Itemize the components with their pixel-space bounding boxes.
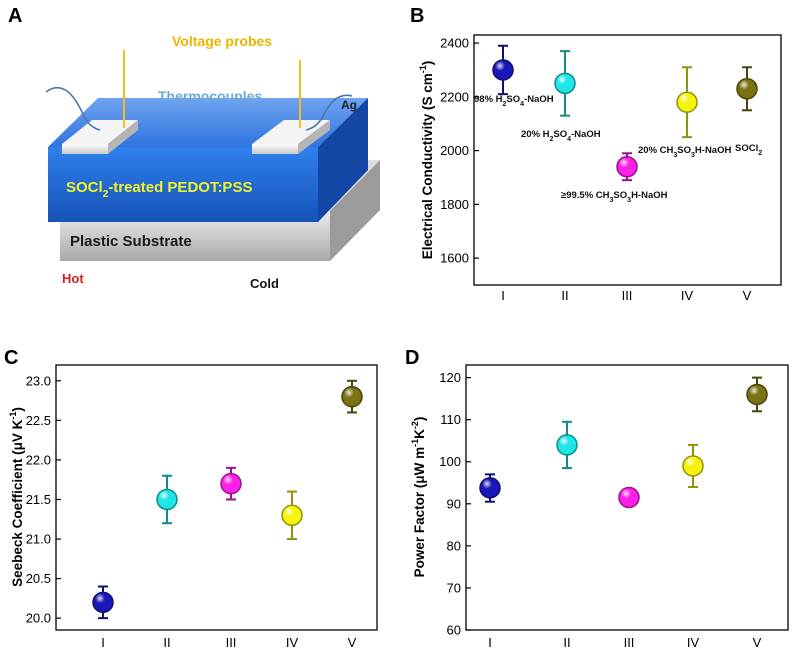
chart-b-point-shine [493,59,513,80]
chart-b-xtick-label: I [501,288,505,303]
thermocouples-label: Thermocouples [158,88,262,104]
chart-b-conductivity: B Electrical Conductivity (S cm-1) 1600 1… [410,5,782,303]
ag-electrode-left-side [108,120,138,154]
chart-b-ytick-label: 2200 [440,89,469,104]
chart-c-ytick-label: 21.5 [26,492,51,507]
film-label: SOCl2-treated PEDOT:PSS [66,179,252,200]
chart-c-point-shine [157,489,177,510]
chart-c-point-shine [282,505,302,526]
chart-b-annotation: ≥99.5% CH3SO3H-NaOH [561,190,668,204]
chart-c-xtick-label: IV [286,635,299,650]
chart-b-ytick-label: 2400 [440,36,469,51]
pedot-front [48,147,318,222]
chart-d-ytick-label: 60 [447,623,461,638]
chart-d-xtick-label: I [488,635,492,650]
chart-d-ytick-label: 90 [447,496,461,511]
chart-c-xtick-label: I [101,635,105,650]
chart-c-ytick-label: 21.0 [26,532,51,547]
thermocouple-wire-right [305,94,353,131]
chart-b-annotation: 20% CH3SO3H-NaOH [638,145,731,159]
chart-d-ytick-label: 70 [447,580,461,595]
chart-c-point-shine [221,473,241,494]
chart-d-xtick-label: V [753,635,762,650]
panel-label-a: A [8,5,22,27]
ag-electrode-left-front [62,144,108,154]
chart-b-xtick-label: III [622,288,633,303]
chart-c-seebeck: C Seebeck Coefficient (μV K-1) 20.0 20.5 2… [4,347,378,650]
chart-c-ytick-label: 20.0 [26,611,51,626]
chart-d-ytick-label: 120 [439,370,461,385]
chart-d-point-shine [557,434,577,455]
chart-c-ytick-label: 22.5 [26,413,51,428]
chart-b-annotation: 98% H2SO4-NaOH [474,94,554,108]
ag-electrode-right-top [252,120,330,144]
chart-b-ytick-label: 1600 [440,251,469,266]
chart-d-frame [465,364,789,631]
hot-label: Hot [62,271,84,286]
chart-c-xtick-label: V [348,635,357,650]
chart-c-frame [55,364,378,631]
chart-b-ytick-label: 2000 [440,143,469,158]
chart-b-point-shine [617,156,637,177]
chart-b-xtick-label: II [561,288,568,303]
chart-d-point-shine [747,384,767,405]
chart-b-annotation: 20% H2SO4-NaOH [521,129,601,143]
chart-c-xtick-label: II [163,635,170,650]
chart-d-ytick-label: 110 [440,412,461,427]
chart-b-xtick-label: IV [681,288,694,303]
pedot-side [318,98,368,222]
chart-b-ytick-label: 1800 [440,197,469,212]
chart-c-xtick-label: III [226,635,237,650]
chart-c-ytick-label: 23.0 [26,373,51,388]
chart-c-point-shine [342,386,362,407]
cold-label: Cold [250,276,279,291]
chart-d-point-shine [619,487,639,508]
panel-label-b: B [410,5,424,27]
chart-b-point-shine [677,92,697,113]
chart-d-point-shine [480,477,500,498]
chart-c-ylabel: Seebeck Coefficient (μV K-1) [8,407,25,587]
ag-electrode-right-front [252,144,298,154]
chart-d-xtick-label: II [563,635,570,650]
ag-electrode-right-side [298,120,330,154]
chart-d-ylabel: Power Factor (μW m-1K-2) [410,417,427,578]
thermocouple-wire-left [45,86,101,131]
device-schematic: A Voltage probes Thermocouples Ag SOCl2-… [8,5,380,291]
chart-c-ytick-label: 20.5 [26,571,51,586]
chart-d-ytick-label: 100 [439,454,461,469]
chart-b-ylabel: Electrical Conductivity (S cm-1) [418,61,435,260]
chart-d-ytick-label: 80 [447,538,461,553]
chart-c-ytick-label: 22.0 [26,452,51,467]
chart-b-frame [473,34,782,286]
chart-b-xtick-label: V [743,288,752,303]
substrate-side [330,160,380,261]
chart-b-point-shine [737,78,757,99]
ag-electrode-left-top [62,120,138,144]
substrate-label: Plastic Substrate [70,233,192,250]
panel-label-d: D [405,347,419,369]
chart-d-point-shine [683,455,703,476]
chart-d-power-factor: D Power Factor (μW m-1K-2) 60 70 80 90 100 11… [405,347,789,650]
chart-d-xtick-label: IV [687,635,700,650]
chart-b-point-shine [555,73,575,94]
voltage-probes-label: Voltage probes [172,33,272,49]
panel-label-c: C [4,347,18,369]
chart-d-xtick-label: III [624,635,635,650]
chart-c-point-shine [93,592,113,613]
ag-label: Ag [341,98,357,112]
chart-b-annotation: SOCl2 [735,143,762,157]
